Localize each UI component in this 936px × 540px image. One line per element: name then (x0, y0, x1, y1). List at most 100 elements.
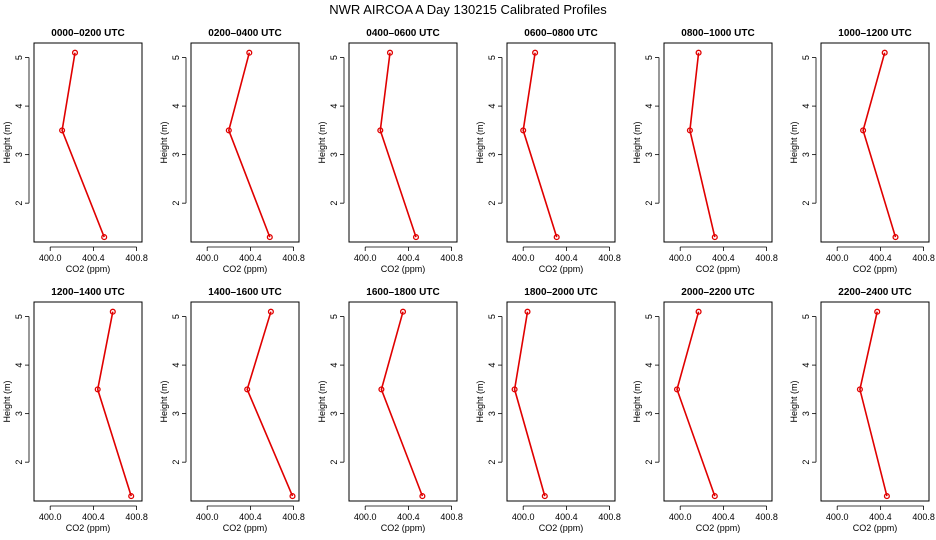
y-tick-label: 5 (14, 55, 24, 60)
plot-frame (348, 42, 458, 243)
y-tick-label: 2 (644, 201, 654, 206)
series-line (513, 311, 546, 497)
x-tick-label: 400.0 (39, 512, 62, 522)
data-point (246, 49, 253, 56)
x-tick-label: 400.8 (282, 253, 305, 263)
y-tick-label: 5 (487, 55, 497, 60)
figure-title: NWR AIRCOA A Day 130215 Calibrated Profi… (329, 2, 607, 17)
data-point (94, 386, 101, 393)
plot-frame (820, 42, 930, 243)
x-axis-label: CO2 (ppm) (539, 523, 584, 533)
data-point (267, 308, 274, 315)
plot-frame (663, 42, 773, 243)
y-tick-label: 3 (801, 152, 811, 157)
y-axis-label: Height (m) (2, 121, 12, 163)
x-axis-label: CO2 (ppm) (539, 264, 584, 274)
data-point (860, 127, 867, 134)
panel-title: 0000–0200 UTC (51, 28, 124, 39)
x-axis-label: CO2 (ppm) (853, 523, 898, 533)
plot-frame (663, 301, 773, 502)
y-tick-label: 2 (171, 201, 181, 206)
data-point (266, 234, 273, 241)
y-tick-label: 2 (171, 460, 181, 465)
series-line (96, 311, 132, 497)
y-axis-label: Height (m) (475, 380, 485, 422)
panel-title: 2200–2400 UTC (838, 287, 911, 298)
y-tick-label: 4 (329, 104, 339, 109)
x-tick-label: 400.4 (712, 512, 735, 522)
plot-frame (506, 301, 616, 502)
y-axis-label: Height (m) (632, 121, 642, 163)
y-tick-label: 4 (14, 363, 24, 368)
y-tick-label: 4 (14, 104, 24, 109)
y-axis-label: Height (m) (475, 121, 485, 163)
series-line (862, 52, 897, 238)
y-axis-label: Height (m) (159, 380, 169, 422)
x-axis-label: CO2 (ppm) (853, 264, 898, 274)
y-axis-label: Height (m) (159, 121, 169, 163)
x-tick-label: 400.4 (82, 512, 105, 522)
y-tick-label: 5 (329, 55, 339, 60)
x-tick-label: 400.8 (912, 512, 935, 522)
x-tick-label: 400.0 (669, 253, 692, 263)
y-tick-label: 5 (171, 55, 181, 60)
series-line (859, 311, 888, 497)
x-tick-label: 400.0 (826, 512, 849, 522)
y-tick-label: 3 (801, 411, 811, 416)
chart-panel: 1200–1400 UTC 400.0 400.4 400.8 CO2 (ppm) 2 3 4… (2, 287, 148, 533)
data-point (377, 127, 384, 134)
y-axis-label: Height (m) (632, 380, 642, 422)
y-tick-label: 2 (801, 201, 811, 206)
series-line (676, 311, 716, 497)
x-axis-label: CO2 (ppm) (223, 523, 268, 533)
chart-panel: 0200–0400 UTC 400.0 400.4 400.8 CO2 (ppm) 2 3 4… (159, 28, 305, 274)
data-point (511, 386, 518, 393)
y-tick-label: 3 (487, 152, 497, 157)
data-point (883, 493, 890, 500)
y-tick-label: 4 (487, 363, 497, 368)
y-tick-label: 3 (171, 411, 181, 416)
y-tick-label: 3 (644, 411, 654, 416)
data-point (109, 308, 116, 315)
data-point (244, 386, 251, 393)
data-point (856, 386, 863, 393)
y-tick-label: 3 (329, 152, 339, 157)
y-tick-label: 4 (644, 363, 654, 368)
chart-panel: 2000–2200 UTC 400.0 400.4 400.8 CO2 (ppm) 2 3 4… (632, 287, 778, 533)
y-tick-label: 3 (14, 411, 24, 416)
y-tick-label: 5 (14, 314, 24, 319)
x-tick-label: 400.4 (712, 253, 735, 263)
panel-grid: 0000–0200 UTC 400.0 400.4 400.8 CO2 (ppm) 2 3 4… (2, 28, 935, 533)
series-line (380, 311, 424, 497)
x-tick-label: 400.8 (598, 512, 621, 522)
series-line (61, 52, 105, 238)
data-point (289, 493, 296, 500)
data-point (419, 493, 426, 500)
plot-frame (33, 301, 143, 502)
data-point (711, 493, 718, 500)
data-point (541, 493, 548, 500)
y-tick-label: 4 (801, 363, 811, 368)
data-point (378, 386, 385, 393)
chart-panel: 1000–1200 UTC 400.0 400.4 400.8 CO2 (ppm) 2 3 4… (789, 28, 935, 274)
plot-frame (348, 301, 458, 502)
x-tick-label: 400.4 (555, 512, 578, 522)
data-point (874, 308, 881, 315)
panel-title: 0400–0600 UTC (366, 28, 439, 39)
y-axis-label: Height (m) (317, 380, 327, 422)
y-tick-label: 4 (644, 104, 654, 109)
chart-panel: 1800–2000 UTC 400.0 400.4 400.8 CO2 (ppm) 2 3 4… (475, 287, 621, 533)
plot-frame (506, 42, 616, 243)
x-tick-label: 400.8 (125, 512, 148, 522)
x-axis-label: CO2 (ppm) (381, 264, 426, 274)
data-point (673, 386, 681, 393)
x-tick-label: 400.8 (125, 253, 148, 263)
chart-panel: 0000–0200 UTC 400.0 400.4 400.8 CO2 (ppm) 2 3 4… (2, 28, 148, 274)
x-tick-label: 400.4 (397, 512, 420, 522)
data-point (412, 234, 420, 241)
series-line (689, 52, 716, 238)
data-point (524, 308, 531, 315)
panel-title: 1800–2000 UTC (524, 287, 597, 298)
data-point (71, 49, 79, 56)
